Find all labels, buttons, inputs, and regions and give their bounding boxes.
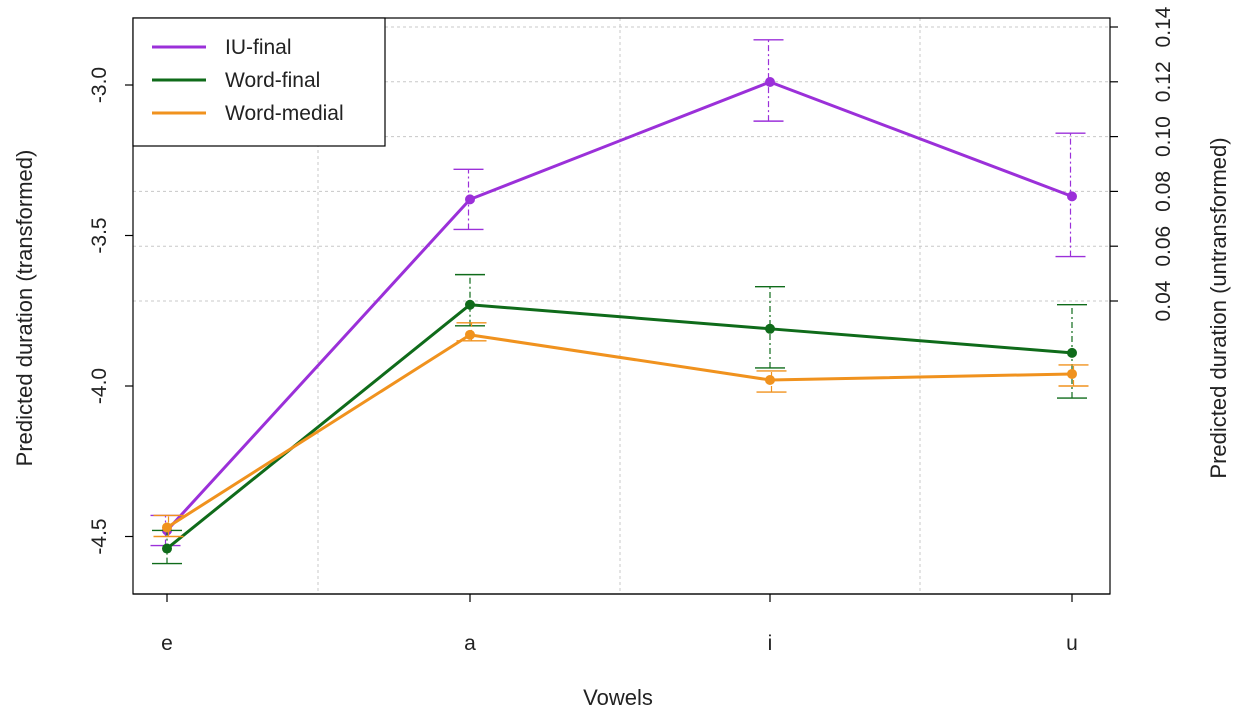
legend: IU-final Word-final Word-medial xyxy=(132,17,386,147)
legend-label: IU-final xyxy=(225,36,292,59)
axes: e a i u -3.0 -3.5 -4.0 -4.5 0.04 0.06 0.08 0.10 0.12… xyxy=(88,6,1175,655)
x-tick-label: i xyxy=(768,632,773,655)
series-line xyxy=(166,333,1073,529)
series-line xyxy=(165,80,1073,532)
y2-tick-label: 0.06 xyxy=(1152,226,1175,267)
x-tick-label: e xyxy=(161,632,173,655)
series-word-medial xyxy=(153,322,1089,538)
series-layer xyxy=(150,39,1089,565)
y-tick-label: -3.0 xyxy=(88,67,111,103)
y2-tick-label: 0.08 xyxy=(1152,171,1175,212)
y2-tick-label: 0.12 xyxy=(1152,61,1175,102)
data-point xyxy=(1067,368,1077,379)
series-word-final xyxy=(152,273,1087,565)
data-point xyxy=(465,299,475,310)
data-point xyxy=(765,76,775,87)
data-point xyxy=(162,522,172,533)
legend-label: Word-final xyxy=(225,69,320,92)
y-tick-label: -4.5 xyxy=(88,518,111,554)
y2-axis-title: Predicted duration (untransformed) xyxy=(1206,137,1231,478)
y-tick-label: -4.0 xyxy=(88,368,111,404)
data-point xyxy=(465,194,475,205)
y-axis-title: Predicted duration (transformed) xyxy=(12,150,37,467)
y-tick-label: -3.5 xyxy=(88,217,111,253)
x-tick-label: a xyxy=(464,632,476,655)
y2-tick-label: 0.10 xyxy=(1152,116,1175,157)
data-point xyxy=(765,374,775,385)
data-point xyxy=(162,543,172,554)
y2-tick-label: 0.04 xyxy=(1152,280,1175,321)
legend-label: Word-medial xyxy=(225,102,344,125)
y2-tick-label: 0.14 xyxy=(1152,6,1175,47)
x-axis-title: Vowels xyxy=(583,685,653,710)
data-point xyxy=(1067,191,1077,202)
data-point xyxy=(465,329,475,340)
data-point xyxy=(765,323,775,334)
series-line xyxy=(166,303,1073,550)
legend-box xyxy=(132,17,386,147)
x-tick-label: u xyxy=(1066,632,1078,655)
data-point xyxy=(1067,347,1077,358)
